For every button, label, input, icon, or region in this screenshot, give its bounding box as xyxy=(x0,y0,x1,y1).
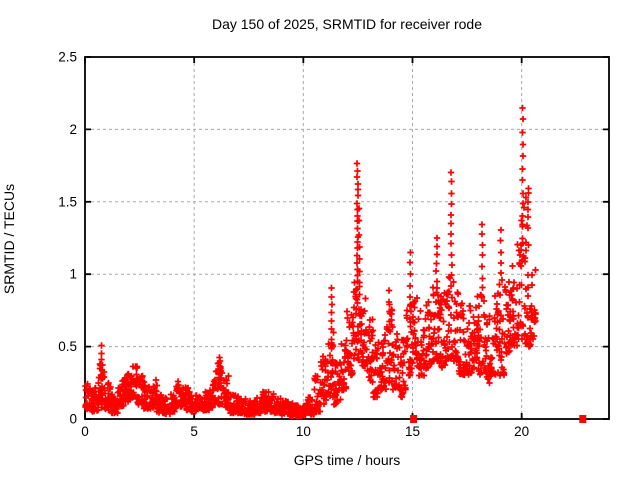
y-tick-label: 0 xyxy=(69,412,77,427)
chart-title: Day 150 of 2025, SRMTID for receiver rod… xyxy=(211,16,482,32)
gap-marker xyxy=(579,415,587,423)
x-tick-label: 20 xyxy=(514,424,529,439)
y-tick-label: 1 xyxy=(69,267,77,282)
x-tick-label: 15 xyxy=(405,424,420,439)
y-tick-label: 2.5 xyxy=(58,50,77,65)
x-tick-label: 10 xyxy=(296,424,311,439)
y-axis-label: SRMTID / TECUs xyxy=(1,183,17,295)
y-tick-label: 2 xyxy=(69,122,77,137)
x-axis-label: GPS time / hours xyxy=(293,452,401,468)
x-tick-label: 5 xyxy=(190,424,198,439)
x-tick-label: 0 xyxy=(81,424,89,439)
plot-border xyxy=(84,56,610,420)
scatter-points xyxy=(82,104,539,420)
y-tick-label: 0.5 xyxy=(58,339,77,354)
y-tick-label: 1.5 xyxy=(58,194,77,209)
gap-marker xyxy=(410,415,418,423)
